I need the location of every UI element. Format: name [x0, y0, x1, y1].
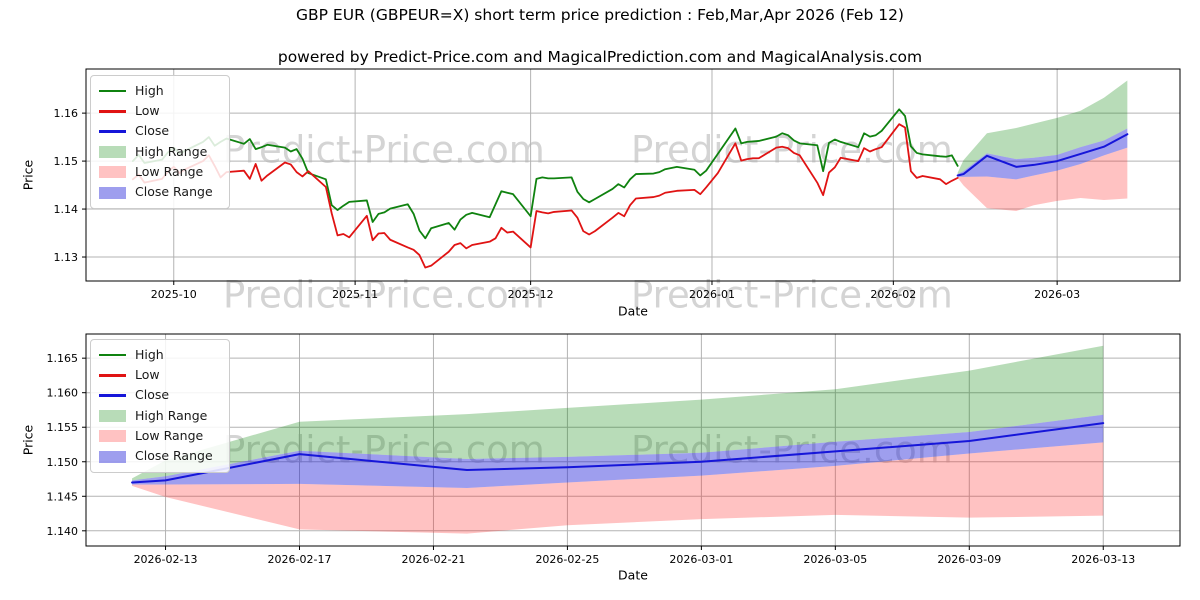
x-tick-label: 2026-03-09 — [937, 553, 1001, 566]
watermark-text: Predict-Price.com — [223, 429, 545, 472]
x-tick-label: 2025-12 — [508, 288, 554, 301]
legend-line-swatch — [99, 394, 126, 398]
axis-ticks: 2026-02-13 2026-02-17 2026-02-21 2026-02-25… — [47, 352, 1136, 566]
x-tick-label: 2026-03-13 — [1071, 553, 1135, 566]
y-axis-label-top: Price — [20, 159, 36, 191]
figure-subtitle: powered by Predict-Price.com and Magical… — [277, 48, 923, 66]
x-tick-label: 2026-02 — [870, 288, 916, 301]
series-lines — [131, 108, 1129, 269]
y-tick-label: 1.155 — [47, 421, 79, 434]
legend-item-low: Low — [99, 102, 221, 120]
y-tick-label: 1.15 — [54, 155, 79, 168]
figure-title: GBP EUR (GBPEUR=X) short term price pred… — [296, 6, 904, 24]
x-tick-label: 2026-02-21 — [401, 553, 465, 566]
forecast-bands — [132, 345, 1104, 534]
y-tick-label: 1.160 — [47, 387, 79, 400]
x-axis-label-bottom: Date — [618, 567, 648, 583]
y-tick-label: 1.145 — [47, 490, 79, 503]
legend-item-high: High — [99, 82, 221, 100]
x-tick-label: 2026-03-05 — [803, 553, 867, 566]
legend-patch-swatch — [99, 166, 126, 179]
plot-border — [85, 333, 1181, 547]
y-tick-label: 1.14 — [54, 203, 79, 216]
legend-label: Low Range — [135, 164, 204, 180]
legend-line-swatch — [99, 89, 126, 93]
x-tick-label: 2026-03-01 — [669, 553, 733, 566]
legend-patch-swatch — [99, 146, 126, 159]
legend-item-close-range: Close Range — [99, 447, 221, 465]
gridlines — [86, 334, 1180, 546]
y-tick-label: 1.150 — [47, 456, 79, 469]
legend-item-high-range: High Range — [99, 407, 221, 425]
y-tick-label: 1.13 — [54, 251, 79, 264]
y-axis-label-bottom: Price — [20, 424, 36, 456]
legend-line-swatch — [99, 130, 126, 134]
close-range-band — [957, 128, 1128, 180]
x-axis-label-top: Date — [618, 303, 648, 319]
legend-top: High Low Close High Range Low Range Close Ran… — [90, 75, 230, 209]
x-tick-label: 2026-01 — [689, 288, 735, 301]
legend-item-low-range: Low Range — [99, 163, 221, 181]
legend-item-low: Low — [99, 366, 221, 384]
legend-line-swatch — [99, 374, 126, 377]
legend-label: Low — [135, 103, 160, 119]
legend-label: Close Range — [135, 184, 213, 200]
x-tick-label: 2025-11 — [332, 288, 378, 301]
legend-item-close-range: Close Range — [99, 183, 221, 201]
high-range-band — [957, 80, 1128, 175]
legend-patch-swatch — [99, 410, 126, 423]
legend-label: High Range — [135, 143, 208, 159]
x-tick-label: 2026-02-25 — [535, 553, 599, 566]
legend-patch-swatch — [99, 450, 126, 463]
x-tick-label: 2026-02-13 — [134, 553, 198, 566]
close-line — [956, 133, 1129, 177]
y-tick-label: 1.165 — [47, 352, 79, 365]
high-line — [131, 108, 959, 240]
legend-label: High — [135, 82, 164, 98]
legend-line-swatch — [99, 110, 126, 113]
legend-label: Low Range — [135, 428, 204, 444]
legend-item-low-range: Low Range — [99, 427, 221, 445]
watermark-text: Predict-Price.com — [631, 429, 953, 472]
x-tick-label: 2025-10 — [151, 288, 197, 301]
forecast-bands — [957, 80, 1128, 211]
legend-line-swatch — [99, 353, 126, 357]
close-range-band — [132, 414, 1104, 488]
legend-label: High Range — [135, 407, 208, 423]
low-range-band — [132, 442, 1104, 534]
legend-label: Close — [135, 387, 170, 403]
legend-patch-swatch — [99, 186, 126, 199]
watermark-text: Predict-Price.com — [631, 128, 953, 172]
legend-label: Low — [135, 367, 160, 383]
legend-item-high-range: High Range — [99, 143, 221, 161]
y-tick-label: 1.140 — [47, 525, 79, 538]
plot-border — [85, 68, 1181, 282]
watermark-text: Predict-Price.com — [223, 128, 545, 172]
high-range-band — [132, 345, 1104, 481]
legend-label: High — [135, 346, 164, 362]
low-range-band — [957, 147, 1128, 211]
legend-patch-swatch — [99, 430, 126, 443]
legend-item-close: Close — [99, 387, 221, 405]
axis-ticks: 2025-10 2025-11 2025-12 2026-01 2026-02 2026-… — [54, 107, 1081, 301]
legend-label: Close — [135, 123, 170, 139]
y-tick-label: 1.16 — [54, 107, 79, 120]
legend-item-high: High — [99, 346, 221, 364]
legend-label: Close Range — [135, 448, 213, 464]
x-tick-label: 2026-03 — [1034, 288, 1080, 301]
legend-bottom: High Low Close High Range Low Range Close Ran… — [90, 339, 230, 473]
legend-item-close: Close — [99, 123, 221, 141]
low-line — [131, 123, 959, 269]
x-tick-label: 2026-02-17 — [268, 553, 332, 566]
